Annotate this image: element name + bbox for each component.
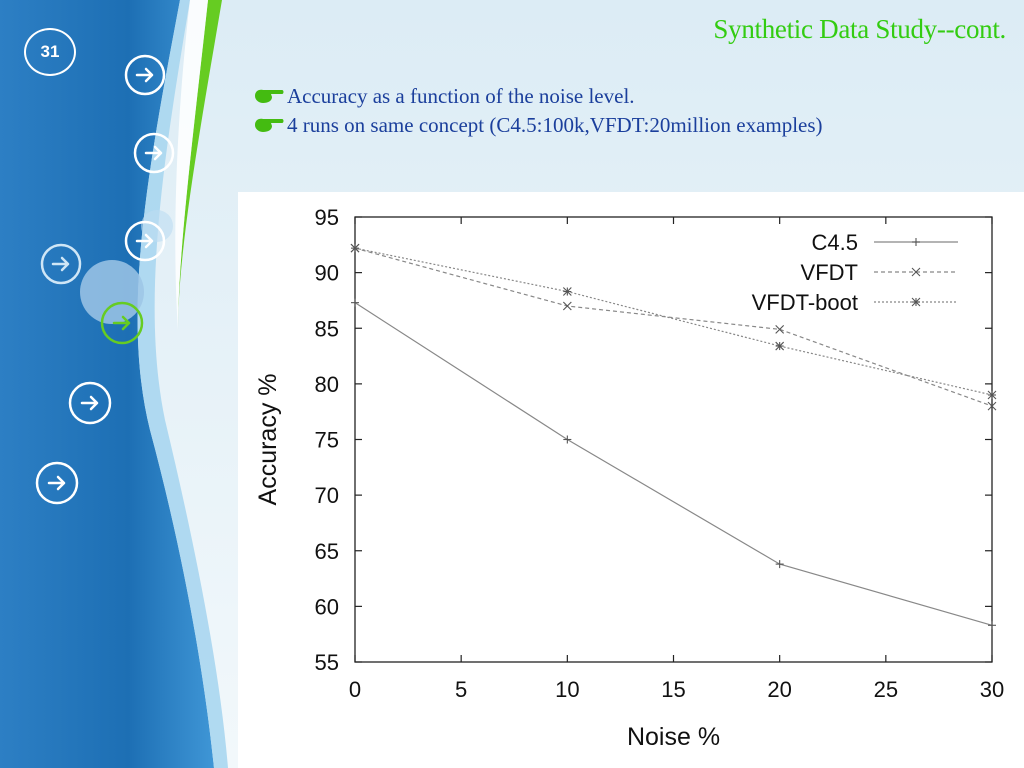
bullet-list: Accuracy as a function of the noise leve…: [254, 82, 823, 140]
arrow-right-circle-icon[interactable]: [40, 243, 82, 285]
data-point: [562, 287, 572, 296]
bullet-item: 4 runs on same concept (C4.5:100k,VFDT:2…: [254, 111, 823, 140]
data-point: [912, 238, 920, 246]
legend-label: C4.5: [812, 230, 858, 255]
marker-stroke: [911, 267, 921, 277]
x-tick-label: 15: [661, 677, 685, 702]
legend-label: VFDT: [801, 260, 858, 285]
data-point: [987, 390, 997, 400]
slide-title: Synthetic Data Study--cont.: [713, 14, 1006, 44]
arrow-right-circle-icon[interactable]: [124, 54, 166, 96]
white-swoosh: [175, 0, 208, 330]
data-point: [775, 341, 785, 351]
y-tick-label: 95: [315, 205, 339, 230]
data-point: [911, 267, 921, 277]
data-point: [911, 297, 921, 307]
data-point: [351, 298, 359, 307]
data-point: [987, 401, 997, 411]
data-point: [775, 324, 785, 334]
y-tick-label: 60: [315, 594, 339, 619]
marker-stroke: [911, 297, 921, 307]
sidebar-shape: [0, 0, 214, 768]
sidebar-highlight: [137, 0, 228, 768]
x-tick-label: 30: [980, 677, 1004, 702]
marker-stroke: [987, 390, 997, 400]
series-line-1: [354, 247, 993, 407]
y-tick-label: 75: [315, 428, 339, 453]
marker-stroke: [562, 301, 572, 311]
arrow-right-circle-icon[interactable]: [68, 381, 112, 425]
y-tick-label: 65: [315, 539, 339, 564]
bullet-item: Accuracy as a function of the noise leve…: [254, 82, 823, 111]
data-point: [563, 435, 572, 444]
data-point: [350, 243, 360, 253]
pointing-hand-icon: [255, 89, 284, 103]
data-point: [775, 560, 784, 569]
arrow-right-circle-icon[interactable]: [124, 220, 166, 262]
marker-stroke: [775, 324, 785, 334]
page-number: 31: [24, 28, 76, 76]
series-line-2: [354, 247, 993, 396]
legend-label: VFDT-boot: [752, 290, 858, 315]
x-tick-label: 10: [555, 677, 579, 702]
y-axis-title: Accuracy %: [254, 374, 282, 506]
y-tick-label: 80: [315, 372, 339, 397]
data-point: [562, 301, 572, 311]
bullet-text: 4 runs on same concept (C4.5:100k,VFDT:2…: [287, 113, 823, 137]
x-tick-label: 0: [349, 677, 361, 702]
accuracy-vs-noise-chart: 0 5 10 15 20 25 30 55 60 65 70 75 80 85 90 95 Noise % Acc…: [254, 205, 1004, 751]
y-tick-label: 90: [315, 261, 339, 286]
marker-stroke: [350, 243, 360, 253]
y-tick-label: 85: [315, 316, 339, 341]
y-tick-label: 70: [315, 483, 339, 508]
marker-stroke: [775, 341, 785, 351]
y-tick-label: 55: [315, 650, 339, 675]
pointing-hand-icon: [255, 118, 284, 132]
marker-stroke: [987, 401, 997, 411]
x-axis-title: Noise %: [627, 723, 720, 751]
x-tick-label: 5: [455, 677, 467, 702]
decorative-bubble: [80, 260, 144, 324]
marker-stroke: [562, 287, 572, 296]
bullet-text: Accuracy as a function of the noise leve…: [287, 84, 635, 108]
arrow-right-circle-icon[interactable]: [100, 301, 144, 345]
x-tick-label: 25: [874, 677, 898, 702]
x-tick-label: 20: [767, 677, 791, 702]
plot-frame: [354, 216, 993, 663]
data-point: [988, 621, 996, 630]
chart-panel: 0 5 10 15 20 25 30 55 60 65 70 75 80 85 90 95 Noise % Acc…: [238, 192, 1024, 768]
series-line-0: [354, 302, 993, 626]
arrow-right-circle-icon[interactable]: [133, 132, 175, 174]
arrow-right-circle-icon[interactable]: [35, 461, 79, 505]
